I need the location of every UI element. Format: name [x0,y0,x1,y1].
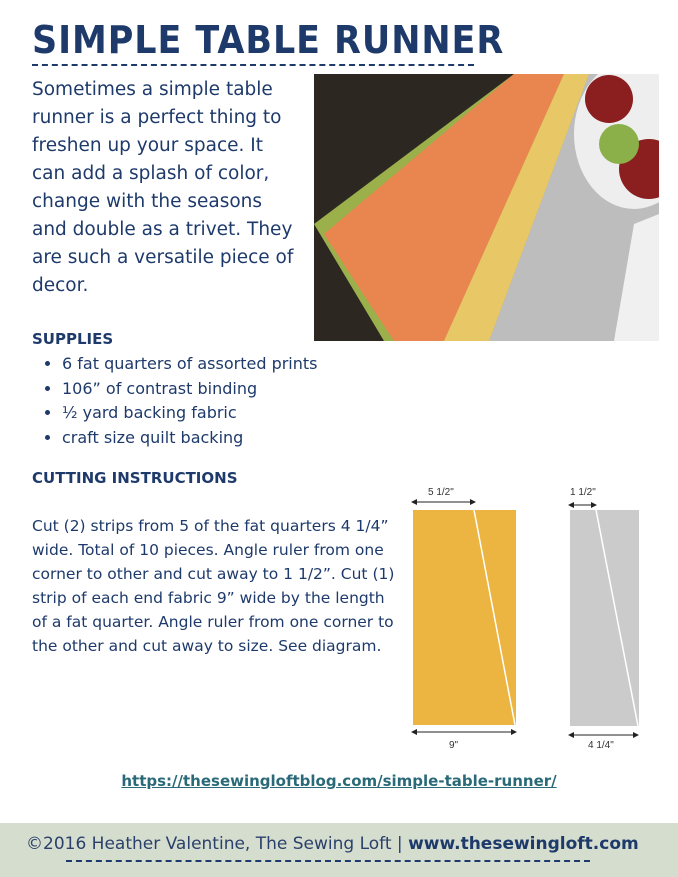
intro-text: Sometimes a simple table runner is a per… [32,79,294,296]
footer-divider [66,860,590,862]
website-link[interactable]: www.thesewingloft.com [408,834,639,854]
list-item: 106” of contrast binding [62,377,318,402]
cutting-text: Cut (2) strips from 5 of the fat quarter… [32,517,395,655]
right-top-dimension: 1 1/2" [570,487,596,498]
supplies-heading: SUPPLIES [32,330,114,348]
list-item: ½ yard backing fabric [62,401,318,426]
blog-link[interactable]: https://thesewingloftblog.com/simple-tab… [121,772,557,790]
list-item: craft size quilt backing [62,426,318,451]
supplies-list: 6 fat quarters of assorted prints 106” o… [48,352,318,450]
title-divider [32,64,474,66]
table-runner-photo [314,74,659,341]
end-strip-shape [413,510,516,725]
page-title: SIMPLE TABLE RUNNER [32,18,505,62]
footer-separator: | [391,834,409,854]
middle-strip-shape [570,510,639,726]
right-bottom-dimension: 4 1/4" [588,740,614,751]
left-bottom-dimension: 9" [449,740,459,751]
left-top-dimension: 5 1/2" [428,487,454,498]
cutting-heading: CUTTING INSTRUCTIONS [32,469,238,487]
copyright-text: ©2016 Heather Valentine, The Sewing Loft [26,834,392,854]
footer: ©2016 Heather Valentine, The Sewing Loft… [0,823,678,877]
list-item: 6 fat quarters of assorted prints [62,352,318,377]
